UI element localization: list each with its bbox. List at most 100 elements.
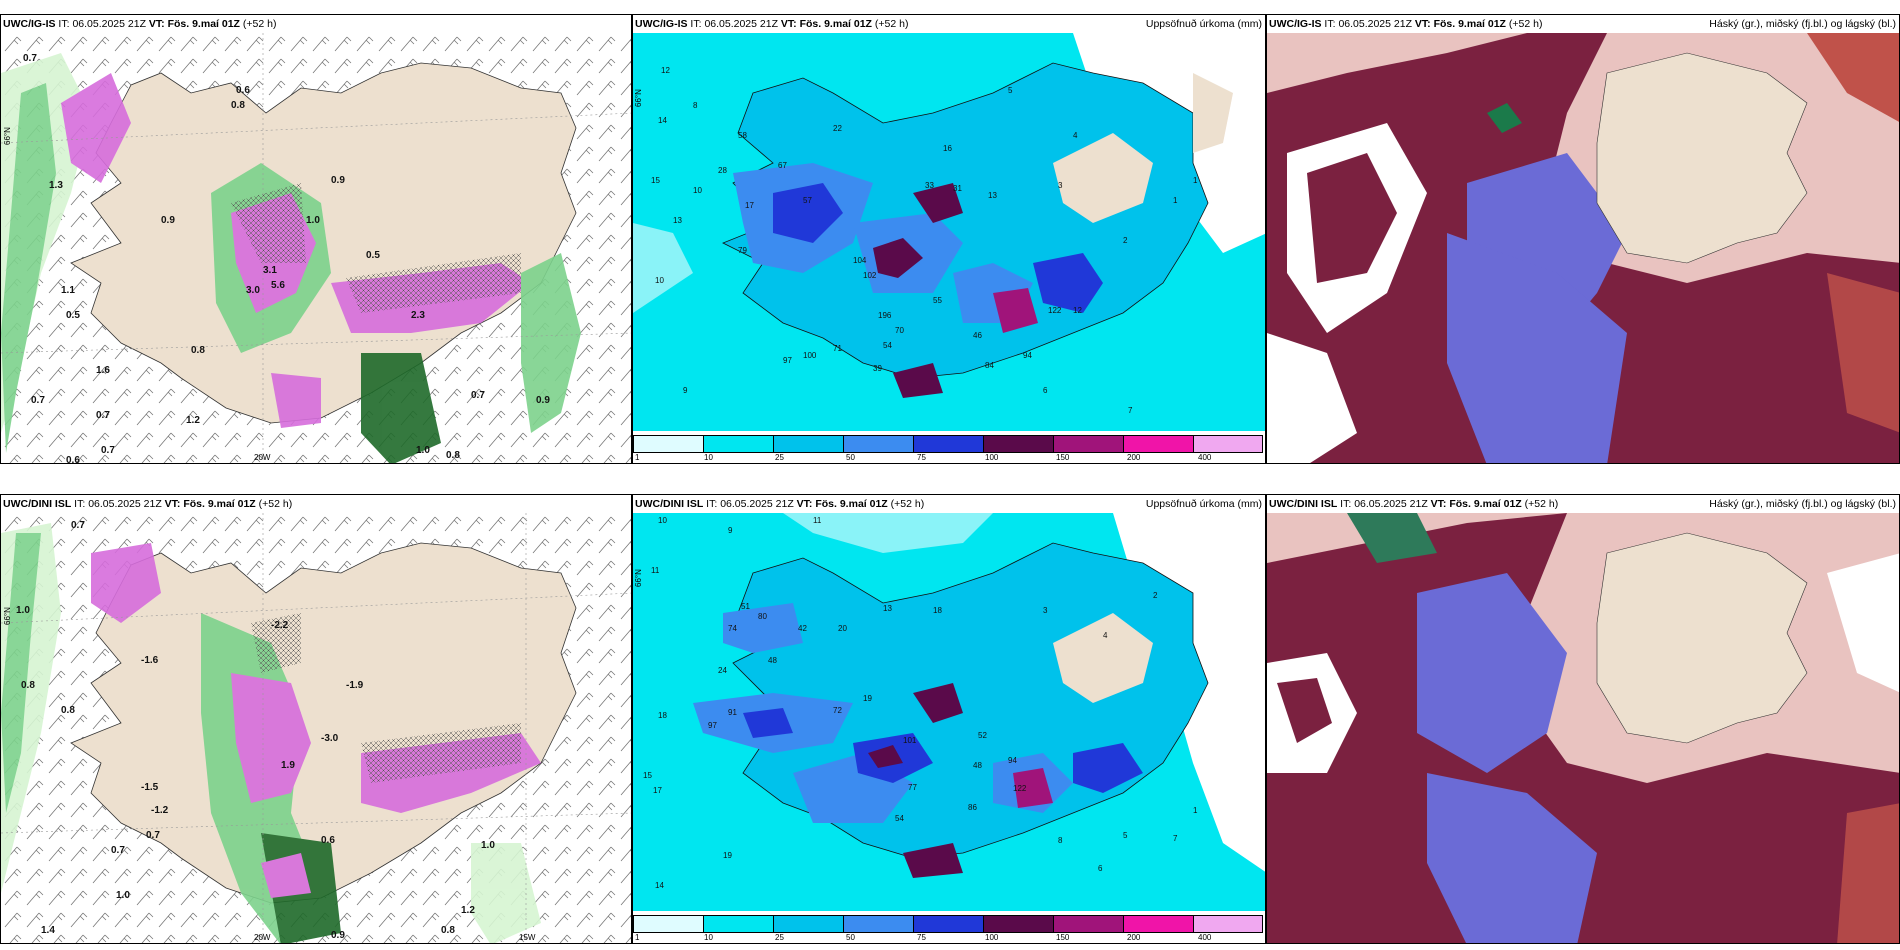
precip-value: 67 — [778, 161, 787, 170]
precip-value: 48 — [768, 656, 777, 665]
wind-precip-map: 0.7 1.0 0.8 -1.6 -1.2 -2.2 -1.5 1.9 -3.0… — [1, 513, 631, 943]
lat-label: 66°N — [3, 607, 12, 625]
panel-bottom-precip: UWC/DINI ISL IT: 06.05.2025 21Z VT: Fös.… — [632, 494, 1266, 944]
lat-label: 66°N — [3, 127, 12, 145]
colorbar-swatch — [703, 915, 774, 933]
precip-value: 97 — [783, 356, 792, 365]
panel-header: UWC/DINI ISL IT: 06.05.2025 21Z VT: Fös.… — [3, 498, 293, 510]
precip-value: 102 — [863, 271, 877, 280]
colorbar-tick: 1 — [635, 933, 640, 942]
precip-value: 10 — [655, 276, 664, 285]
colorbar — [633, 435, 1265, 455]
colorbar-tick: 75 — [917, 453, 926, 462]
precip-value: 12 — [661, 66, 670, 75]
precip-value: 9 — [683, 386, 688, 395]
value-label: 1.1 — [61, 285, 75, 296]
precip-value: 31 — [953, 184, 962, 193]
value-label: 0.7 — [71, 520, 85, 531]
lon-label: 20W — [254, 933, 271, 942]
precip-value: 10 — [693, 186, 702, 195]
value-label: 1.6 — [96, 365, 110, 376]
colorbar-swatch — [843, 915, 914, 933]
precip-value: 57 — [803, 196, 812, 205]
colorbar-tick: 200 — [1127, 453, 1141, 462]
wind-precip-map: 0.7 0.6 0.8 1.0 0.9 1.1 0.5 0.7 1.2 0.9 … — [1, 33, 631, 463]
value-label: 0.8 — [21, 680, 35, 691]
value-label: -1.6 — [141, 655, 159, 666]
precip-value: 3 — [1043, 606, 1048, 615]
colorbar-swatch — [773, 435, 844, 453]
precip-value: 5 — [1008, 86, 1013, 95]
precip-value: 10 — [658, 516, 667, 525]
precip-value: 58 — [738, 131, 747, 140]
value-label: 0.7 — [146, 830, 160, 841]
precip-value: 54 — [895, 814, 904, 823]
precip-shading — [1, 53, 581, 463]
precip-value: 46 — [973, 331, 982, 340]
colorbar-tick: 25 — [775, 933, 784, 942]
value-label: 1.0 — [306, 215, 320, 226]
precip-value: 28 — [718, 166, 727, 175]
precip-value: 6 — [1098, 864, 1103, 873]
panel-bottom-cloud: UWC/DINI ISL IT: 06.05.2025 21Z VT: Fös.… — [1266, 494, 1900, 944]
value-label: 1.0 — [16, 605, 30, 616]
value-label: 0.7 — [111, 845, 125, 856]
colorbar-swatch — [843, 435, 914, 453]
precip-value: 1 — [1173, 196, 1178, 205]
colorbar-swatch — [633, 915, 704, 933]
value-label: 0.9 — [161, 215, 175, 226]
panel-title: Háský (gr.), miðský (fj.bl.) og lágský (… — [1709, 498, 1896, 510]
colorbar-swatch — [913, 915, 984, 933]
precip-value: 1 — [1193, 806, 1198, 815]
model-name: UWC/IG-IS — [3, 18, 56, 30]
value-label: 0.8 — [191, 345, 205, 356]
precip-value: 18 — [658, 711, 667, 720]
colorbar-tick: 150 — [1056, 933, 1070, 942]
value-label: 0.5 — [66, 310, 80, 321]
panel-top-wind: UWC/IG-IS IT: 06.05.2025 21Z VT: Fös. 9.… — [0, 14, 632, 464]
lon-label: 15W — [519, 933, 536, 942]
panel-header: UWC/IG-IS IT: 06.05.2025 21Z VT: Fös. 9.… — [3, 18, 277, 30]
colorbar-tick: 10 — [704, 933, 713, 942]
colorbar-tick: 200 — [1127, 933, 1141, 942]
precip-value: 122 — [1048, 306, 1062, 315]
value-label: 0.7 — [31, 395, 45, 406]
value-label: 0.6 — [321, 835, 335, 846]
precip-value: 72 — [833, 706, 842, 715]
colorbar-swatch — [983, 435, 1054, 453]
precip-value: 16 — [943, 144, 952, 153]
value-label: 1.0 — [481, 840, 495, 851]
cloud-map — [1267, 33, 1899, 463]
panel-top-cloud: UWC/IG-IS IT: 06.05.2025 21Z VT: Fös. 9.… — [1266, 14, 1900, 464]
colorbar-swatch — [773, 915, 844, 933]
value-label: 0.8 — [446, 450, 460, 461]
colorbar-swatch — [1053, 915, 1124, 933]
cloud-map — [1267, 513, 1899, 943]
precip-value: 79 — [738, 246, 747, 255]
precip-value: 12 — [1073, 306, 1082, 315]
precip-value: 15 — [643, 771, 652, 780]
precip-value: 91 — [728, 708, 737, 717]
colorbar-tick: 100 — [985, 453, 999, 462]
colorbar-tick: 400 — [1198, 453, 1212, 462]
panel-title: Uppsöfnuð úrkoma (mm) — [1145, 498, 1262, 510]
precip-value: 54 — [883, 341, 892, 350]
value-label: 0.9 — [536, 395, 550, 406]
value-label: -2.2 — [271, 620, 289, 631]
colorbar — [633, 915, 1265, 935]
precip-value: 101 — [903, 736, 917, 745]
precip-value: 11 — [651, 566, 660, 575]
precip-value: 17 — [745, 201, 754, 210]
precip-value: 6 — [1043, 386, 1048, 395]
value-label: 2.3 — [411, 310, 425, 321]
colorbar-tick: 25 — [775, 453, 784, 462]
value-label: 0.6 — [236, 85, 250, 96]
value-label: -1.9 — [346, 680, 364, 691]
value-label: -1.5 — [141, 782, 159, 793]
panel-bottom-wind: UWC/DINI ISL IT: 06.05.2025 21Z VT: Fös.… — [0, 494, 632, 944]
colorbar-swatch — [1123, 435, 1194, 453]
precip-value: 94 — [1023, 351, 1032, 360]
value-label: 3.1 — [263, 265, 277, 276]
precip-value: 70 — [895, 326, 904, 335]
precip-value: 77 — [908, 783, 917, 792]
